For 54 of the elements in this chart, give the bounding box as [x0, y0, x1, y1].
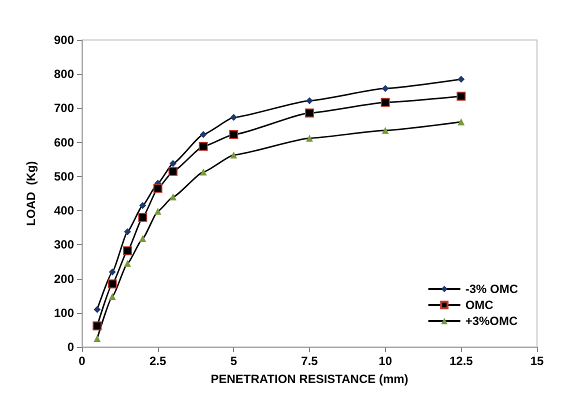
- x-axis-title: PENETRATION RESISTANCE (mm): [210, 372, 408, 386]
- point: [456, 92, 466, 101]
- point: [458, 118, 465, 126]
- point: [94, 306, 101, 313]
- y-tick-label: 700: [54, 101, 74, 116]
- x-tick-label: 0: [78, 354, 86, 368]
- y-tick-label: 600: [54, 135, 74, 150]
- point: [306, 134, 313, 142]
- point: [94, 334, 101, 342]
- point: [170, 160, 176, 167]
- y-tick-label: 500: [54, 169, 74, 184]
- y-tick-label: 900: [54, 33, 74, 47]
- point: [200, 168, 207, 176]
- point: [92, 321, 102, 330]
- point: [139, 202, 146, 209]
- point: [123, 246, 132, 256]
- point: [382, 126, 389, 134]
- x-tick-label: 10: [378, 354, 392, 368]
- point: [230, 151, 238, 158]
- point: [138, 212, 148, 222]
- point: [124, 228, 131, 236]
- point: [305, 108, 314, 118]
- point: [198, 142, 208, 151]
- point: [154, 208, 162, 215]
- y-tick-label: 0: [67, 340, 74, 354]
- y-tick-label: 400: [54, 204, 74, 218]
- y-tick-label: 800: [54, 67, 74, 82]
- point: [306, 97, 313, 104]
- point: [108, 279, 117, 288]
- point: [458, 76, 465, 83]
- y-tick-label: 100: [54, 306, 74, 320]
- x-tick-label: 12.5: [449, 354, 474, 368]
- legend-label: -3% OMC: [465, 282, 518, 296]
- point: [230, 114, 238, 121]
- y-tick-label: 200: [54, 272, 74, 286]
- x-tick-label: 5: [230, 354, 238, 368]
- y-axis-title: LOAD (Kg): [24, 161, 38, 226]
- point: [382, 84, 389, 92]
- legend-label: +3%OMC: [465, 314, 518, 328]
- point: [108, 293, 116, 300]
- point: [139, 235, 146, 242]
- x-tick-label: 15: [530, 354, 544, 368]
- legend-label: OMC: [465, 298, 494, 312]
- x-tick-label: 7.5: [301, 354, 318, 368]
- point: [153, 184, 162, 193]
- point: [380, 98, 390, 107]
- point: [168, 166, 178, 176]
- point: [124, 260, 131, 267]
- point: [200, 130, 207, 138]
- point: [170, 193, 176, 200]
- point: [229, 130, 238, 139]
- x-tick-label: 2.5: [149, 354, 166, 368]
- y-tick-label: 300: [54, 238, 74, 252]
- point: [108, 268, 116, 276]
